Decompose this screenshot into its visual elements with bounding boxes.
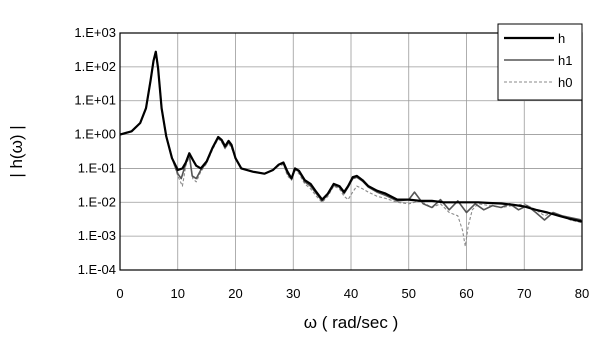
y-tick-label: 1.E-03 [78, 228, 116, 243]
x-tick-label: 20 [228, 286, 242, 301]
x-tick-label: 50 [402, 286, 416, 301]
y-tick-label: 1.E+02 [74, 59, 116, 74]
x-tick-label: 80 [575, 286, 589, 301]
series-line-h1 [119, 50, 583, 221]
y-axis-title: | h(ω) | [7, 125, 26, 177]
x-tick-label: 70 [517, 286, 531, 301]
y-tick-label: 1.E+00 [74, 127, 116, 142]
y-tick-label: 1.E-04 [78, 262, 116, 277]
series-lines [119, 50, 583, 247]
legend: h h1 h0 [497, 23, 583, 101]
series-line-h0 [119, 51, 583, 247]
legend-box [497, 23, 583, 101]
x-tick-label: 30 [286, 286, 300, 301]
legend-label-h1: h1 [558, 53, 572, 68]
plot-area-frame [119, 32, 583, 271]
y-axis-ticks: 1.E-04 1.E-03 1.E-02 1.E-01 1.E+00 1.E+01 1.E+… [74, 25, 116, 277]
y-tick-label: 1.E+01 [74, 93, 116, 108]
x-tick-label: 0 [116, 286, 123, 301]
x-axis-title: ω ( rad/sec ) [304, 313, 399, 332]
legend-label-h0: h0 [558, 75, 572, 90]
y-tick-label: 1.E-02 [78, 194, 116, 209]
x-tick-label: 10 [171, 286, 185, 301]
x-tick-label: 40 [344, 286, 358, 301]
y-tick-label: 1.E+03 [74, 25, 116, 40]
series-line-h [119, 50, 583, 223]
x-axis-ticks: 0 10 20 30 40 50 60 70 80 [116, 286, 589, 301]
x-tick-label: 60 [459, 286, 473, 301]
legend-label-h: h [558, 31, 565, 46]
y-tick-label: 1.E-01 [78, 160, 116, 175]
